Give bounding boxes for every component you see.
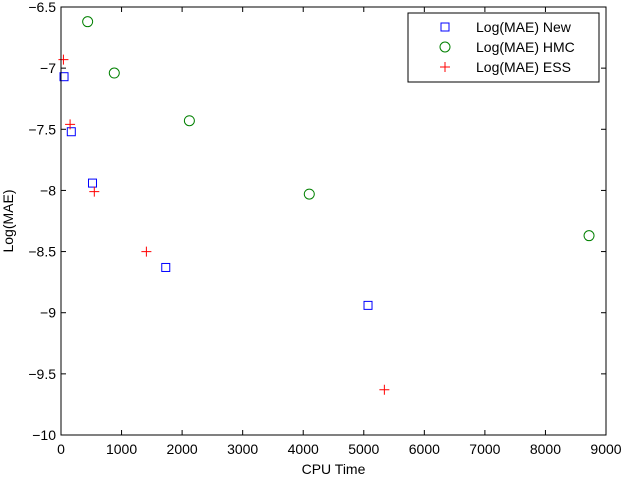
legend-marker-square — [440, 22, 450, 32]
x-tick-label: 7000 — [469, 441, 500, 457]
series-plus — [58, 54, 390, 395]
y-tick-label: −10 — [32, 427, 56, 443]
y-tick-label: −8 — [40, 182, 56, 198]
x-tick-label: 2000 — [167, 441, 198, 457]
x-axis-ticks: 0 1000 2000 3000 4000 5000 6000 7000 8000 9000 — [57, 7, 622, 457]
x-tick-label: 8000 — [530, 441, 561, 457]
y-axis-label: Log(MAE) — [0, 189, 16, 252]
data-point-plus — [141, 246, 152, 257]
y-tick-label: −9 — [40, 305, 56, 321]
y-tick-label: −9.5 — [28, 366, 56, 382]
x-tick-label: 9000 — [590, 441, 621, 457]
data-point-circle — [82, 16, 94, 28]
legend-item: Log(MAE) ESS — [440, 59, 571, 75]
data-point-circle — [183, 115, 195, 127]
data-point-plus — [379, 384, 390, 395]
data-point-square — [363, 300, 373, 310]
x-tick-label: 0 — [57, 441, 65, 457]
y-tick-label: −8.5 — [28, 244, 56, 260]
legend-label: Log(MAE) New — [476, 19, 572, 35]
x-tick-label: 6000 — [409, 441, 440, 457]
series-circle — [82, 16, 595, 242]
y-axis-ticks: −10 −9.5 −9 −8.5 −8 −7.5 −7 −6.5 — [28, 0, 606, 443]
x-tick-label: 4000 — [288, 441, 319, 457]
data-point-plus — [58, 54, 69, 65]
legend-marker-plus — [440, 62, 450, 72]
data-point-plus — [89, 186, 100, 197]
legend-marker-circle — [439, 41, 451, 53]
data-point-square — [161, 262, 171, 272]
legend-item: Log(MAE) New — [440, 19, 572, 35]
x-tick-label: 5000 — [348, 441, 379, 457]
data-point-circle — [108, 67, 120, 79]
legend-item: Log(MAE) HMC — [439, 39, 575, 55]
y-tick-label: −7 — [40, 60, 56, 76]
x-tick-label: 1000 — [106, 441, 137, 457]
data-point-plus — [65, 119, 76, 130]
data-point-circle — [583, 230, 595, 242]
legend-label: Log(MAE) ESS — [476, 59, 571, 75]
x-axis-label: CPU Time — [302, 461, 366, 477]
plot-content — [58, 16, 595, 395]
legend: Log(MAE) New Log(MAE) HMC Log(MAE) ESS — [407, 12, 600, 83]
data-point-circle — [303, 188, 315, 200]
data-point-square — [87, 178, 97, 188]
legend-label: Log(MAE) HMC — [476, 39, 575, 55]
y-tick-label: −6.5 — [28, 0, 56, 15]
data-point-square — [59, 72, 69, 82]
series-square — [59, 72, 373, 310]
y-tick-label: −7.5 — [28, 121, 56, 137]
x-tick-label: 3000 — [227, 441, 258, 457]
plot-area-frame — [60, 6, 607, 436]
data-point-square — [66, 127, 76, 137]
